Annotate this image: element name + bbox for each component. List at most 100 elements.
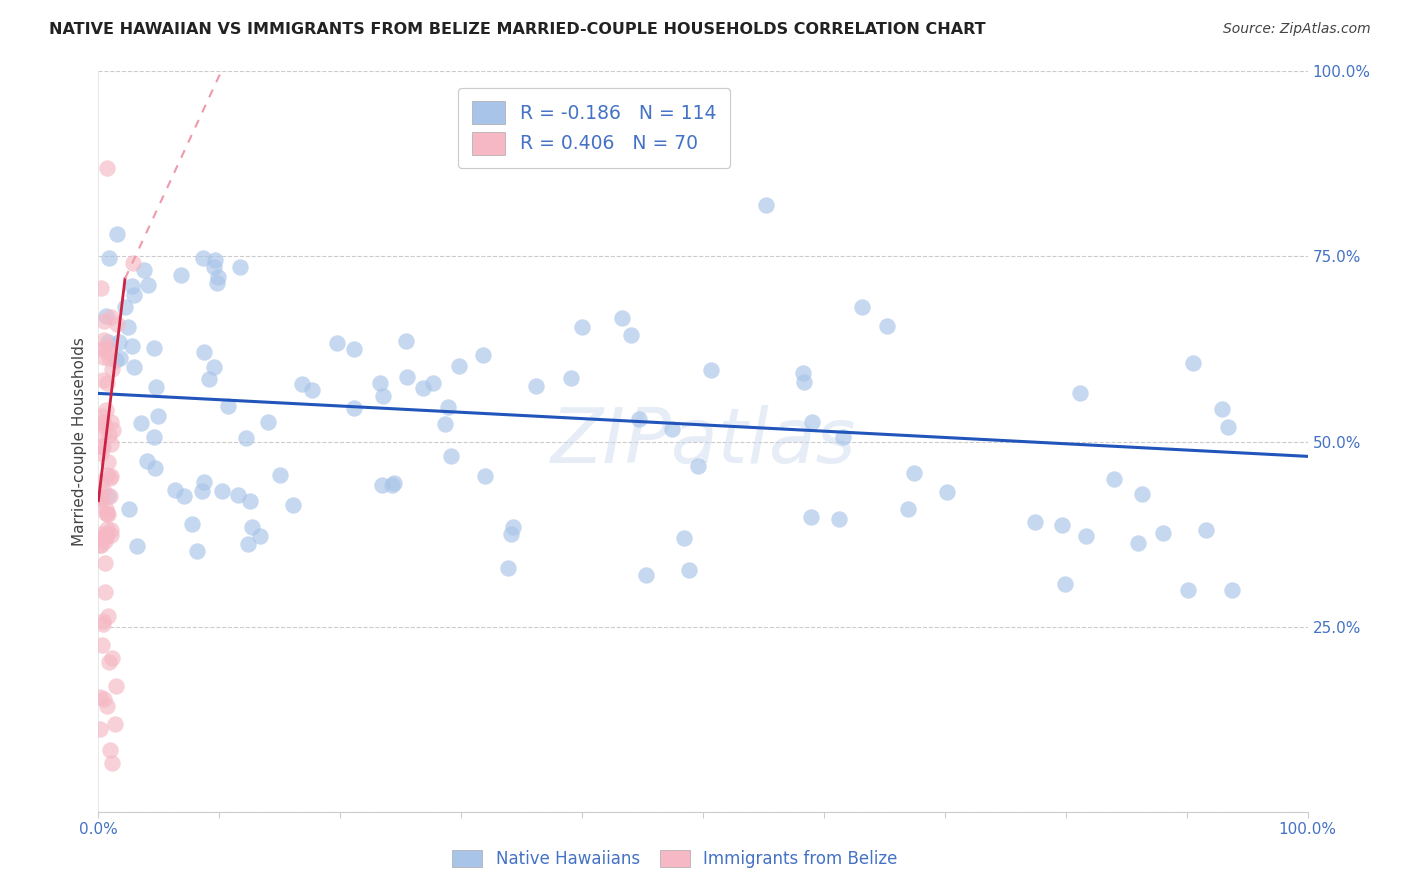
Point — [117, 320, 139, 334]
Point — [437, 401, 460, 415]
Point — [90, 527, 112, 541]
Point — [1220, 582, 1243, 597]
Point — [828, 512, 851, 526]
Point — [89, 722, 111, 736]
Point — [131, 416, 153, 430]
Point — [301, 383, 323, 397]
Point — [143, 461, 166, 475]
Point — [107, 317, 129, 331]
Point — [97, 340, 120, 354]
Point — [93, 334, 115, 348]
Point — [368, 376, 391, 391]
Point — [90, 446, 112, 460]
Point — [449, 359, 471, 373]
Y-axis label: Married-couple Households: Married-couple Households — [72, 337, 87, 546]
Point — [211, 484, 233, 499]
Point — [876, 318, 898, 333]
Point — [1128, 536, 1150, 550]
Point — [101, 423, 124, 437]
Point — [127, 539, 149, 553]
Point — [91, 638, 114, 652]
Point — [381, 477, 404, 491]
Point — [91, 615, 114, 629]
Point — [661, 422, 683, 436]
Point — [205, 277, 228, 291]
Point — [93, 373, 115, 387]
Point — [146, 409, 169, 423]
Point — [228, 488, 250, 502]
Point — [186, 543, 208, 558]
Point — [122, 256, 145, 270]
Point — [610, 311, 633, 326]
Point — [1130, 487, 1153, 501]
Point — [122, 287, 145, 301]
Point — [96, 508, 118, 522]
Text: ZIPatlas: ZIPatlas — [550, 405, 856, 478]
Point — [281, 498, 304, 512]
Point — [498, 561, 520, 575]
Point — [97, 454, 120, 468]
Point — [207, 269, 229, 284]
Point — [291, 377, 314, 392]
Point — [173, 489, 195, 503]
Point — [851, 300, 873, 314]
Text: Source: ZipAtlas.com: Source: ZipAtlas.com — [1223, 22, 1371, 37]
Point — [89, 493, 111, 508]
Point — [93, 314, 115, 328]
Point — [1218, 420, 1240, 434]
Point — [100, 310, 122, 324]
Point — [1177, 582, 1199, 597]
Point — [191, 251, 214, 265]
Point — [897, 501, 920, 516]
Point — [382, 475, 405, 490]
Point — [474, 468, 496, 483]
Point — [124, 359, 146, 374]
Point — [472, 348, 495, 362]
Point — [121, 279, 143, 293]
Point — [1211, 402, 1233, 417]
Point — [422, 376, 444, 390]
Point — [1024, 515, 1046, 529]
Point — [96, 527, 118, 541]
Point — [202, 360, 225, 375]
Point — [90, 491, 112, 505]
Point — [100, 468, 122, 483]
Point — [371, 478, 394, 492]
Point — [91, 439, 114, 453]
Point — [1152, 525, 1174, 540]
Point — [105, 227, 128, 242]
Point — [121, 339, 143, 353]
Point — [1074, 529, 1097, 543]
Point — [135, 454, 157, 468]
Point — [100, 527, 122, 541]
Point — [89, 538, 111, 552]
Point — [97, 489, 120, 503]
Point — [90, 409, 112, 424]
Point — [98, 489, 121, 503]
Point — [98, 655, 121, 669]
Point — [395, 334, 418, 349]
Point — [229, 260, 252, 274]
Point — [132, 263, 155, 277]
Legend: Native Hawaiians, Immigrants from Belize: Native Hawaiians, Immigrants from Belize — [446, 843, 904, 875]
Point — [1054, 577, 1077, 591]
Point — [571, 320, 593, 334]
Point — [90, 281, 112, 295]
Point — [90, 531, 112, 545]
Point — [181, 516, 204, 531]
Point — [343, 342, 366, 356]
Legend: R = -0.186   N = 114, R = 0.406   N = 70: R = -0.186 N = 114, R = 0.406 N = 70 — [458, 88, 730, 168]
Point — [792, 367, 814, 381]
Point — [1195, 523, 1218, 537]
Point — [678, 563, 700, 577]
Point — [1181, 356, 1204, 370]
Point — [91, 343, 114, 357]
Point — [700, 363, 723, 377]
Point — [903, 466, 925, 480]
Point — [97, 427, 120, 442]
Point — [269, 467, 291, 482]
Point — [190, 484, 212, 499]
Point — [636, 568, 658, 582]
Point — [108, 351, 131, 365]
Point — [91, 351, 114, 365]
